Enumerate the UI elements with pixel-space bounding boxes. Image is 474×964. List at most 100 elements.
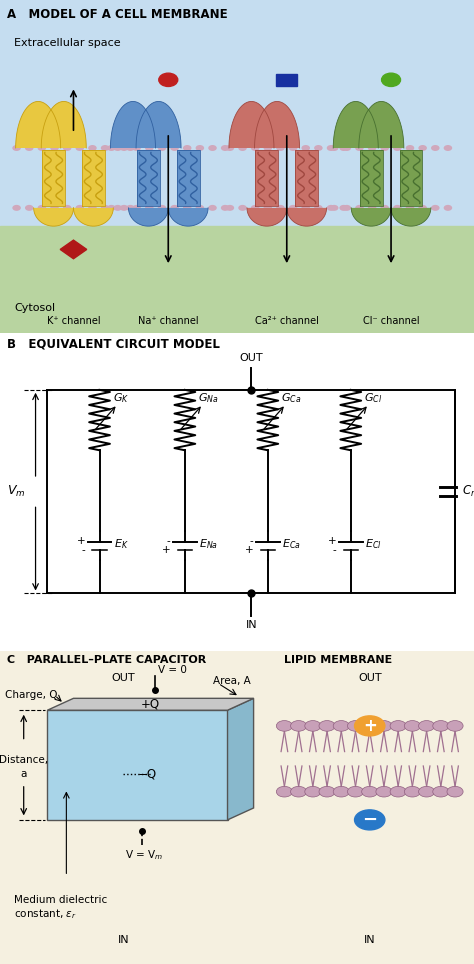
Circle shape xyxy=(25,205,34,211)
Text: a: a xyxy=(20,769,27,780)
Circle shape xyxy=(382,73,401,87)
Text: +: + xyxy=(363,717,377,735)
Circle shape xyxy=(431,145,439,151)
Circle shape xyxy=(289,205,297,211)
Circle shape xyxy=(305,720,321,732)
Circle shape xyxy=(447,720,463,732)
Circle shape xyxy=(381,205,389,211)
Circle shape xyxy=(419,787,435,797)
Text: $E_{Na}$: $E_{Na}$ xyxy=(199,537,218,551)
Circle shape xyxy=(221,205,229,211)
Polygon shape xyxy=(228,698,254,819)
Circle shape xyxy=(419,145,427,151)
Polygon shape xyxy=(136,101,181,148)
Text: OUT: OUT xyxy=(358,673,382,683)
Bar xyxy=(276,74,297,87)
Polygon shape xyxy=(110,101,155,148)
Text: V = V$_m$: V = V$_m$ xyxy=(126,848,164,862)
Circle shape xyxy=(433,787,449,797)
Circle shape xyxy=(347,720,364,732)
Circle shape xyxy=(404,720,420,732)
Polygon shape xyxy=(168,208,208,227)
Text: $E_K$: $E_K$ xyxy=(114,537,128,551)
Circle shape xyxy=(406,205,414,211)
Bar xyxy=(265,651,474,964)
Circle shape xyxy=(431,205,439,211)
Circle shape xyxy=(330,145,338,151)
Text: Cytosol: Cytosol xyxy=(14,303,55,312)
Text: $G_{Ca}$: $G_{Ca}$ xyxy=(281,390,301,405)
Circle shape xyxy=(327,145,335,151)
Text: +: + xyxy=(162,546,171,555)
Circle shape xyxy=(221,145,229,151)
Text: LIPID MEMBRANE: LIPID MEMBRANE xyxy=(284,656,392,665)
Bar xyxy=(177,149,200,206)
Circle shape xyxy=(208,205,217,211)
Circle shape xyxy=(113,205,122,211)
Polygon shape xyxy=(41,101,86,148)
Text: OUT: OUT xyxy=(111,673,135,683)
Polygon shape xyxy=(73,208,113,227)
Text: Cl⁻ channel: Cl⁻ channel xyxy=(363,316,419,326)
Text: Charge, Q: Charge, Q xyxy=(5,690,57,700)
Circle shape xyxy=(393,205,401,211)
Text: -: - xyxy=(333,546,337,555)
Circle shape xyxy=(88,205,97,211)
Polygon shape xyxy=(128,208,168,227)
Bar xyxy=(137,149,160,206)
Text: Area, A: Area, A xyxy=(213,676,251,686)
Polygon shape xyxy=(229,101,274,148)
Text: IN: IN xyxy=(118,935,129,945)
Circle shape xyxy=(75,205,84,211)
Circle shape xyxy=(433,720,449,732)
Circle shape xyxy=(63,145,72,151)
Text: $E_{Ca}$: $E_{Ca}$ xyxy=(282,537,301,551)
Text: +Q: +Q xyxy=(141,698,160,710)
Circle shape xyxy=(301,205,310,211)
Text: $E_{Cl}$: $E_{Cl}$ xyxy=(365,537,382,551)
Circle shape xyxy=(362,720,378,732)
Circle shape xyxy=(126,145,135,151)
Circle shape xyxy=(276,145,285,151)
Circle shape xyxy=(444,205,452,211)
Circle shape xyxy=(25,145,34,151)
Text: +: + xyxy=(77,536,85,547)
Circle shape xyxy=(314,145,323,151)
Circle shape xyxy=(37,205,46,211)
Circle shape xyxy=(107,205,116,211)
Text: Medium dielectric
constant, $\varepsilon_r$: Medium dielectric constant, $\varepsilon… xyxy=(14,895,108,921)
Circle shape xyxy=(276,720,292,732)
Circle shape xyxy=(419,720,435,732)
Circle shape xyxy=(158,145,166,151)
Circle shape xyxy=(101,145,109,151)
Text: $V_m$: $V_m$ xyxy=(7,484,26,499)
Polygon shape xyxy=(16,101,61,148)
Text: Distance,: Distance, xyxy=(0,756,48,765)
Text: -: - xyxy=(82,546,85,555)
Bar xyxy=(0,0,474,227)
Circle shape xyxy=(355,145,364,151)
Circle shape xyxy=(330,205,338,211)
Text: Na⁺ channel: Na⁺ channel xyxy=(138,316,199,326)
Circle shape xyxy=(251,205,259,211)
Circle shape xyxy=(327,205,335,211)
Circle shape xyxy=(406,145,414,151)
Circle shape xyxy=(132,145,141,151)
Circle shape xyxy=(355,716,385,736)
Text: Extracellular space: Extracellular space xyxy=(14,39,121,48)
Polygon shape xyxy=(359,101,404,148)
Circle shape xyxy=(347,787,364,797)
Text: +: + xyxy=(328,536,337,547)
Circle shape xyxy=(264,145,272,151)
Circle shape xyxy=(393,145,401,151)
Bar xyxy=(255,149,278,206)
Circle shape xyxy=(226,205,234,211)
Circle shape xyxy=(88,145,97,151)
Polygon shape xyxy=(60,240,87,258)
Circle shape xyxy=(376,787,392,797)
Text: K⁺ channel: K⁺ channel xyxy=(46,316,100,326)
Circle shape xyxy=(120,205,128,211)
Circle shape xyxy=(376,720,392,732)
Circle shape xyxy=(301,145,310,151)
Circle shape xyxy=(381,145,389,151)
